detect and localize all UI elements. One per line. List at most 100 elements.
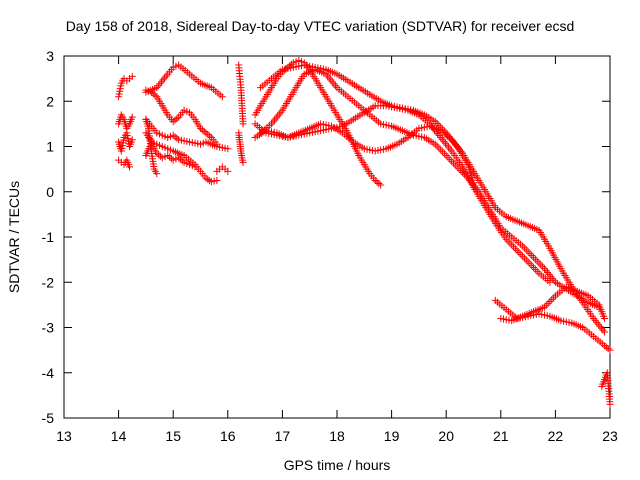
data-point-marker <box>594 320 602 328</box>
data-point-marker <box>377 181 385 189</box>
data-point-marker <box>601 342 609 350</box>
data-point-marker <box>191 163 199 171</box>
data-point-marker <box>601 314 609 322</box>
series-arc-12 <box>235 61 247 128</box>
data-point-marker <box>442 152 450 160</box>
y-tick-label: -1 <box>42 229 55 245</box>
data-point-marker <box>528 251 536 259</box>
data-point-marker <box>224 145 232 153</box>
data-point-marker <box>206 132 214 140</box>
data-point-marker <box>519 252 527 260</box>
data-point-marker <box>147 88 155 96</box>
data-point-marker <box>206 177 214 185</box>
data-point-marker <box>596 322 604 330</box>
data-point-marker <box>440 150 448 158</box>
data-point-marker <box>162 72 170 80</box>
x-tick-label: 20 <box>438 428 454 444</box>
data-point-marker <box>153 170 161 178</box>
data-point-marker <box>128 113 136 121</box>
data-point-marker <box>171 116 179 124</box>
data-point-marker <box>128 72 136 80</box>
data-point-marker <box>548 296 556 304</box>
data-point-marker <box>445 143 453 151</box>
data-point-marker <box>178 157 186 165</box>
x-tick-label: 18 <box>329 428 345 444</box>
data-point-marker <box>540 265 548 273</box>
data-point-marker <box>213 176 221 184</box>
y-tick-label: -5 <box>42 410 55 426</box>
data-point-marker <box>441 139 449 147</box>
data-point-marker <box>604 345 612 353</box>
x-axis-title: GPS time / hours <box>284 457 391 473</box>
data-point-marker <box>433 142 441 150</box>
data-point-marker <box>515 248 523 256</box>
y-tick-label: 0 <box>46 184 54 200</box>
data-point-marker <box>161 74 169 82</box>
data-point-marker <box>159 76 167 84</box>
y-axis: 3 2 1 0 -1 -2 -3 -4 -5 <box>42 48 610 426</box>
data-point-marker <box>325 74 333 82</box>
data-point-marker <box>533 267 541 275</box>
data-point-marker <box>531 265 539 273</box>
data-point-marker <box>522 246 530 254</box>
data-point-marker <box>524 258 532 266</box>
data-point-marker <box>239 158 247 166</box>
data-point-marker <box>171 133 179 141</box>
data-point-marker <box>591 316 599 324</box>
data-point-marker <box>149 90 157 98</box>
data-point-marker <box>531 255 539 263</box>
data-point-marker <box>597 324 605 332</box>
data-point-marker <box>530 264 538 272</box>
data-point-marker <box>166 153 174 161</box>
data-point-marker <box>373 178 381 186</box>
series-arc-13 <box>235 129 247 166</box>
data-point-marker <box>151 91 159 99</box>
data-point-marker <box>288 60 295 68</box>
x-axis: 13 14 15 16 17 18 19 20 21 22 23 <box>56 56 618 444</box>
data-point-marker <box>197 124 204 132</box>
data-point-marker <box>544 299 552 307</box>
data-point-marker <box>204 130 212 138</box>
data-point-marker <box>537 261 545 269</box>
data-point-marker <box>508 241 516 249</box>
data-point-marker <box>224 167 232 175</box>
series-arc-11 <box>213 163 232 175</box>
data-point-marker <box>511 245 519 253</box>
data-point-marker <box>544 269 552 277</box>
data-point-marker <box>448 157 456 165</box>
data-point-marker <box>546 278 554 286</box>
x-tick-label: 17 <box>275 428 291 444</box>
data-point-marker <box>526 260 534 268</box>
data-point-marker <box>173 115 181 123</box>
data-point-marker <box>522 256 530 264</box>
data-point-marker <box>443 141 451 149</box>
data-point-marker <box>331 82 339 90</box>
data-point-marker <box>520 254 528 262</box>
data-point-marker <box>435 144 443 152</box>
data-point-marker <box>204 175 212 183</box>
series-arc-1 <box>115 72 136 101</box>
data-point-marker <box>269 118 277 126</box>
series-arc-6 <box>142 86 221 148</box>
data-point-marker <box>155 151 163 159</box>
data-point-marker <box>198 126 206 134</box>
data-point-marker <box>274 112 282 120</box>
series-arc-2 <box>115 111 136 132</box>
data-point-marker <box>520 244 528 252</box>
x-tick-label: 13 <box>56 428 72 444</box>
data-point-marker <box>128 136 136 144</box>
data-point-marker <box>330 80 338 88</box>
data-point-marker <box>440 137 448 145</box>
data-point-marker <box>513 247 521 255</box>
data-point-marker <box>593 318 601 326</box>
data-point-marker <box>328 78 336 86</box>
data-point-marker <box>271 116 279 124</box>
x-tick-label: 15 <box>165 428 181 444</box>
data-point-marker <box>457 167 465 175</box>
data-point-marker <box>602 343 610 351</box>
data-point-marker <box>202 174 210 182</box>
data-point-marker <box>327 76 335 84</box>
data-point-marker <box>510 243 518 251</box>
